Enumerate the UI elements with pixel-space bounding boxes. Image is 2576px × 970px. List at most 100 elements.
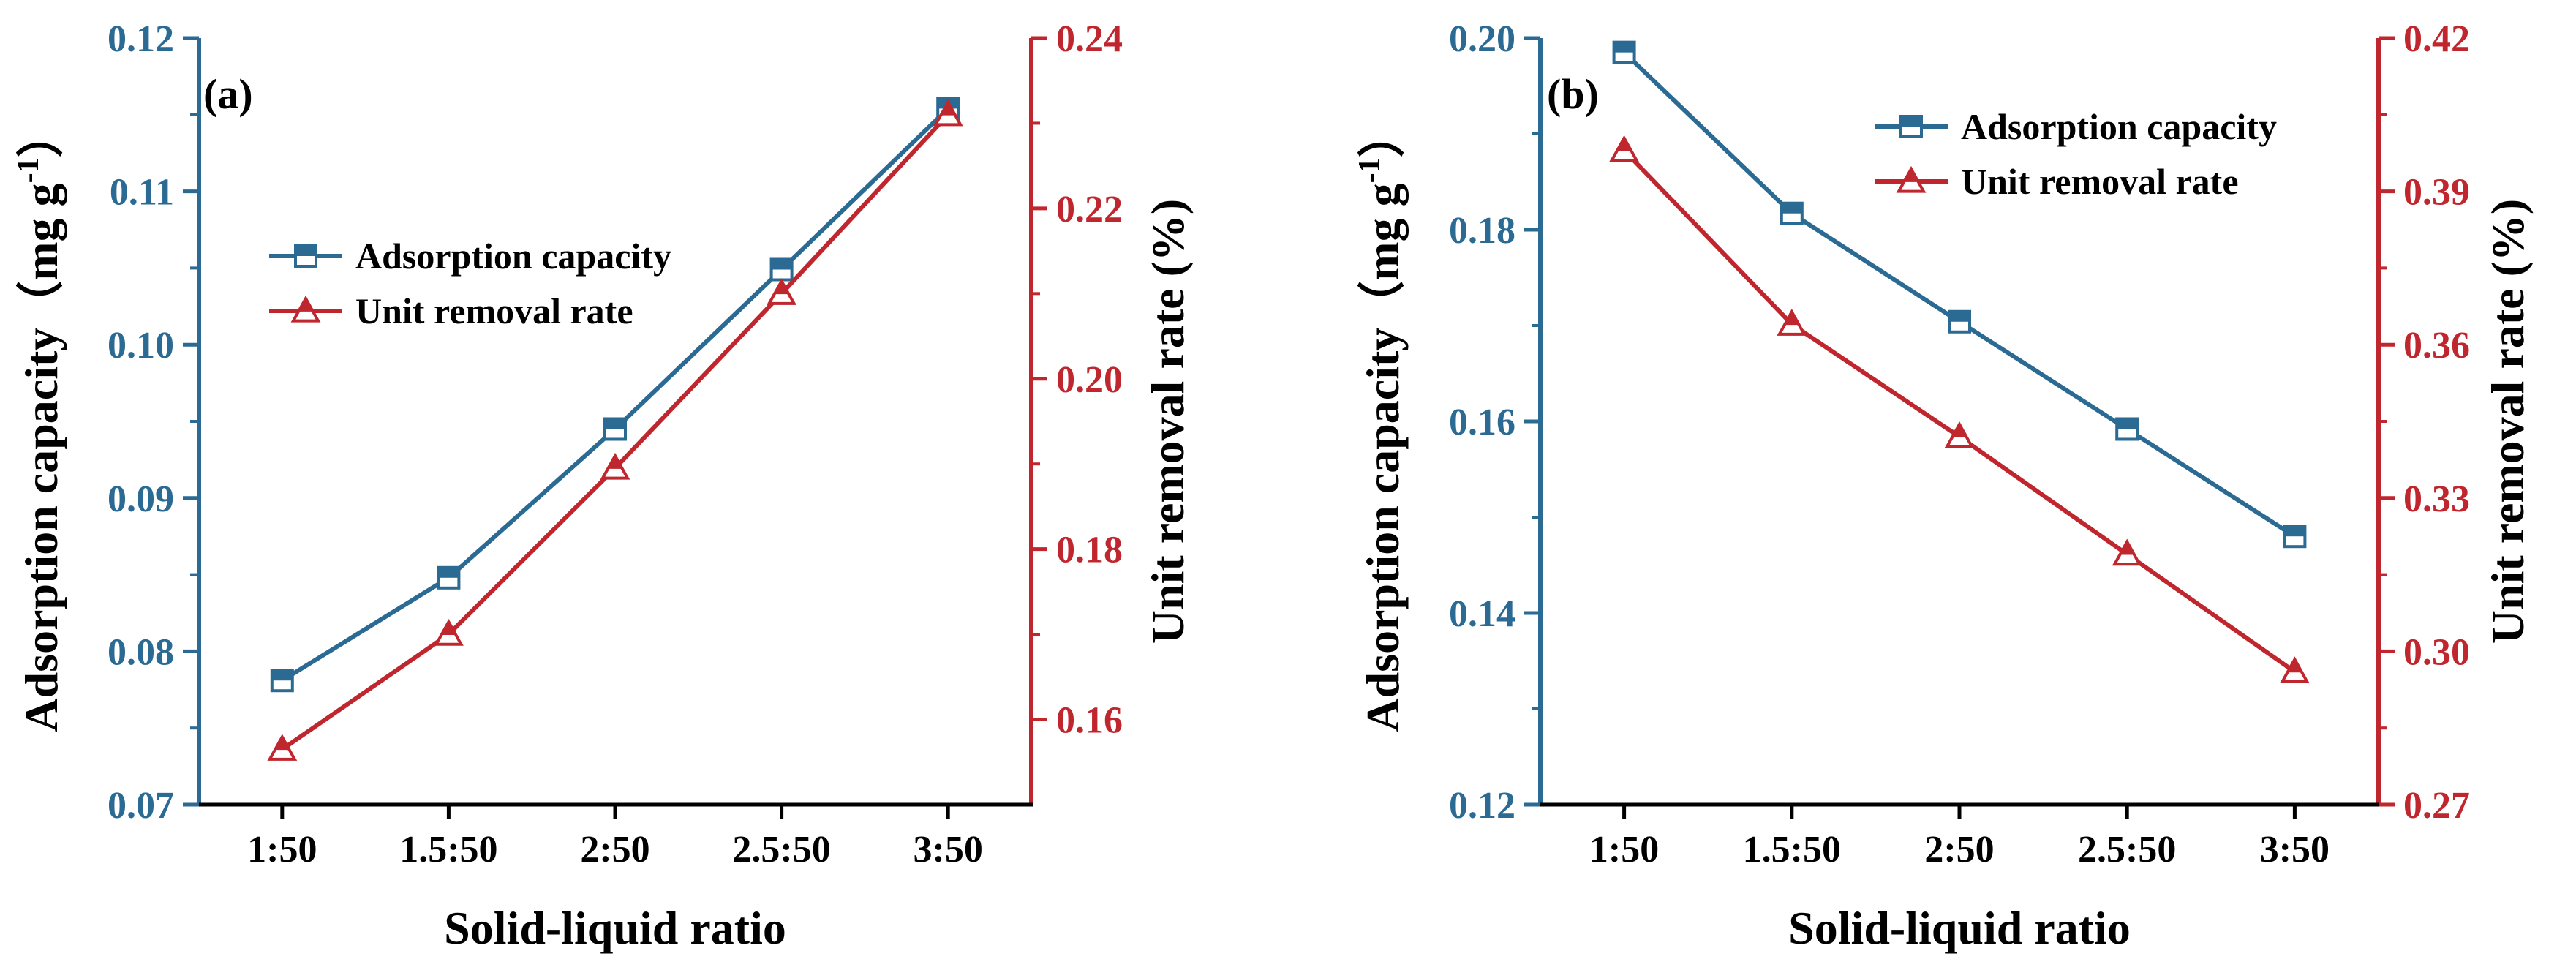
- left-tick-label: 0.10: [108, 325, 174, 366]
- legend-marker-fill: [295, 246, 316, 256]
- data-point-removal: [434, 618, 464, 646]
- left-tick-label: 0.12: [1449, 785, 1515, 827]
- data-point-adsorption-fill: [2284, 526, 2305, 537]
- legend-label: Unit removal rate: [1961, 161, 2239, 202]
- x-tick-label: 2:50: [1924, 829, 1994, 871]
- data-point-adsorption-fill: [271, 670, 293, 681]
- left-tick-label: 0.07: [108, 785, 174, 827]
- left-y-axis-title: Adsorption capacity（mg g-1）: [12, 110, 67, 732]
- legend-marker: [1896, 165, 1927, 193]
- data-point-adsorption-fill: [1781, 203, 1802, 214]
- right-tick-label: 0.20: [1056, 359, 1123, 401]
- right-tick-label: 0.30: [2403, 631, 2470, 673]
- right-tick-label: 0.22: [1056, 189, 1123, 230]
- left-tick-label: 0.12: [108, 18, 174, 60]
- data-point-adsorption: [2115, 417, 2139, 441]
- data-point-removal: [2112, 538, 2142, 566]
- right-y-axis-title: Unit removal rate (%): [1142, 199, 1194, 644]
- left-y-axis-title-close: ）: [1357, 110, 1409, 157]
- x-tick-label: 3:50: [2260, 829, 2330, 871]
- data-point-removal-fill: [2287, 659, 2302, 673]
- left-tick-label: 0.09: [108, 478, 174, 520]
- data-point-removal-fill: [1784, 312, 1799, 326]
- data-point-removal: [1777, 309, 1807, 336]
- left-tick-label: 0.08: [108, 631, 174, 673]
- chart-panel-a: 0.07 0.08 0.09 0.10 0.11 0.12 0.16 0.18 0.20 0.22…: [12, 18, 1194, 954]
- x-tick-label: 2.5:50: [732, 829, 830, 871]
- legend-marker: [290, 295, 321, 323]
- data-point-removal-fill: [2120, 541, 2135, 555]
- chart-panel-b: 0.12 0.14 0.16 0.18 0.20 0.27 0.30 0.33 0.36 0.39…: [1353, 18, 2534, 954]
- data-point-adsorption: [1780, 201, 1804, 225]
- data-point-removal-fill: [941, 102, 956, 116]
- data-point-adsorption: [1948, 309, 1971, 334]
- legend-label: Unit removal rate: [355, 290, 633, 331]
- right-tick-label: 0.33: [2403, 478, 2470, 520]
- legend-marker-fill: [298, 298, 313, 312]
- left-y-axis-title-sup: -1: [1353, 157, 1387, 183]
- x-tick-label: 1:50: [247, 829, 317, 871]
- left-tick-label: 0.18: [1449, 210, 1515, 252]
- legend-marker-fill: [1901, 116, 1921, 127]
- data-point-removal: [767, 278, 796, 305]
- data-point-removal-fill: [1952, 424, 1967, 437]
- data-point-adsorption-fill: [1949, 311, 1970, 322]
- data-point-adsorption-fill: [438, 567, 459, 578]
- data-point-removal-fill: [274, 737, 290, 751]
- x-tick-label: 1.5:50: [399, 829, 497, 871]
- data-point-adsorption-fill: [605, 418, 625, 429]
- x-tick-label: 2.5:50: [2078, 829, 2176, 871]
- data-point-adsorption-fill: [1613, 42, 1635, 53]
- x-tick-label: 1.5:50: [1743, 829, 1841, 871]
- left-y-axis-title-sup: -1: [12, 157, 45, 183]
- right-tick-label: 0.24: [1056, 18, 1123, 60]
- data-point-removal: [2280, 656, 2310, 683]
- right-tick-label: 0.18: [1056, 530, 1123, 571]
- right-tick-label: 0.42: [2403, 18, 2470, 60]
- legend-marker: [1899, 115, 1923, 138]
- x-axis-title: Solid-liquid ratio: [444, 902, 786, 954]
- series-line-adsorption-capacity: [281, 107, 950, 683]
- right-tick-label: 0.16: [1056, 700, 1123, 742]
- left-y-axis-title-main: Adsorption capacity（mg g: [1357, 183, 1409, 732]
- left-y-axis-title-main: Adsorption capacity（mg g: [15, 183, 67, 732]
- right-tick-label: 0.36: [2403, 325, 2470, 366]
- data-point-removal: [1944, 421, 1975, 448]
- panel-label: (a): [203, 70, 253, 118]
- data-point-removal: [1609, 135, 1639, 162]
- legend-marker-fill: [1904, 169, 1918, 182]
- x-tick-label: 1:50: [1589, 829, 1659, 871]
- series-line-unit-removal-rate: [1622, 148, 2297, 674]
- left-tick-label: 0.14: [1449, 593, 1515, 635]
- right-tick-label: 0.39: [2403, 172, 2470, 214]
- data-point-removal-fill: [608, 456, 622, 469]
- left-tick-label: 0.20: [1449, 18, 1515, 60]
- right-y-axis-title: Unit removal rate (%): [2482, 199, 2534, 644]
- data-point-adsorption: [270, 669, 294, 693]
- panel-label: (b): [1547, 70, 1599, 118]
- x-axis-title: Solid-liquid ratio: [1788, 902, 2131, 954]
- right-tick-label: 0.27: [2403, 785, 2470, 827]
- data-point-adsorption: [1612, 40, 1636, 64]
- data-point-removal-fill: [774, 281, 789, 295]
- data-point-adsorption: [769, 257, 794, 282]
- left-y-axis-title-close: ）: [15, 110, 67, 157]
- legend-marker: [294, 244, 317, 268]
- data-point-adsorption: [437, 565, 461, 590]
- x-tick-label: 2:50: [580, 829, 649, 871]
- data-point-removal-fill: [441, 622, 456, 635]
- data-point-adsorption-fill: [2117, 418, 2138, 429]
- data-point-adsorption: [2283, 525, 2307, 549]
- x-tick-label: 3:50: [914, 829, 983, 871]
- legend-label: Adsorption capacity: [1961, 106, 2277, 147]
- data-point-removal-fill: [1616, 138, 1632, 151]
- data-point-removal: [933, 99, 963, 127]
- legend-label: Adsorption capacity: [355, 236, 671, 277]
- data-point-adsorption-fill: [771, 259, 792, 270]
- data-point-adsorption: [603, 417, 627, 441]
- left-tick-label: 0.11: [110, 172, 174, 214]
- data-point-removal: [600, 452, 630, 480]
- data-point-removal: [267, 734, 298, 761]
- left-tick-label: 0.16: [1449, 402, 1515, 443]
